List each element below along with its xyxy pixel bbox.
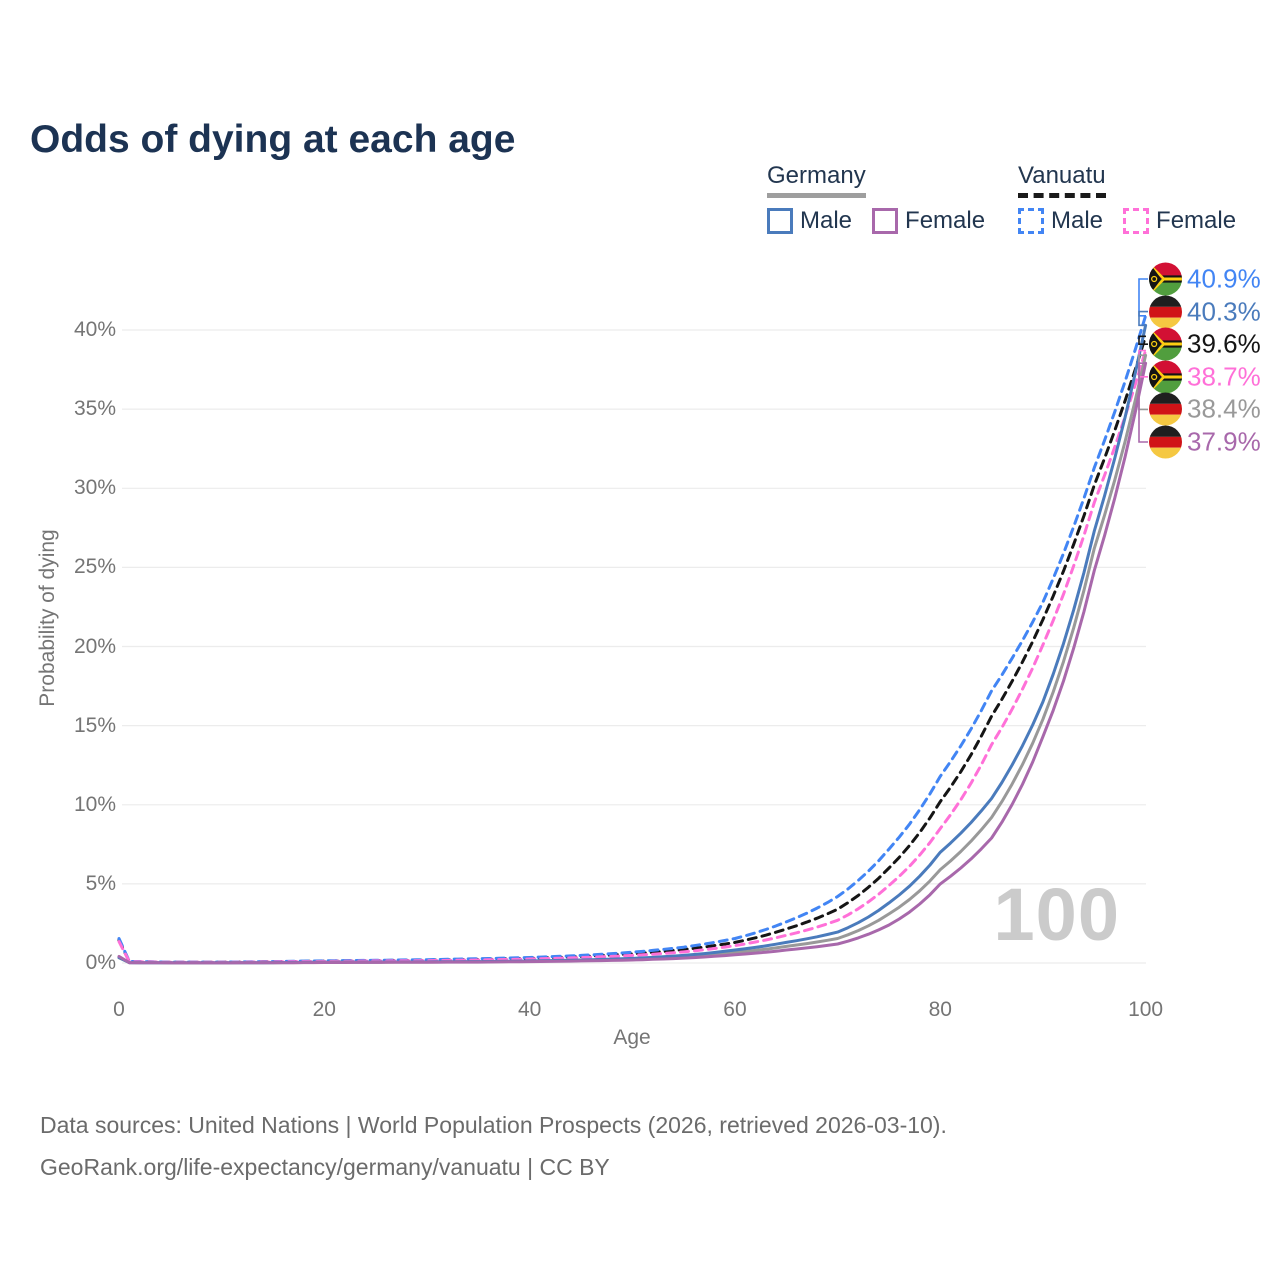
end-label-germany-all: 38.4% xyxy=(1149,392,1261,426)
y-tick-label: 25% xyxy=(73,555,116,579)
legend-title-vanuatu[interactable]: Vanuatu xyxy=(1018,162,1106,198)
data-sources-text: Data sources: United Nations | World Pop… xyxy=(40,1112,947,1138)
y-tick-label: 5% xyxy=(85,871,116,895)
vanuatu-flag-icon xyxy=(1149,327,1182,361)
end-label-value: 39.6% xyxy=(1187,328,1261,359)
legend-item-germany-male[interactable]: Male xyxy=(767,207,852,235)
germany-flag-icon xyxy=(1149,392,1182,426)
y-tick-label: 15% xyxy=(73,713,116,737)
end-label-vanuatu-female: 38.7% xyxy=(1149,360,1261,394)
end-label-value: 38.7% xyxy=(1187,361,1261,392)
legend-item-vanuatu-female[interactable]: Female xyxy=(1123,207,1236,235)
x-tick-label: 40 xyxy=(517,998,542,1021)
y-tick-label: 10% xyxy=(73,792,116,816)
y-tick-label: 40% xyxy=(73,318,116,341)
legend-group-germany: Germany Male Female xyxy=(767,162,985,235)
footer: Data sources: United Nations | World Pop… xyxy=(40,1104,947,1188)
y-tick-label: 0% xyxy=(85,951,116,974)
legend-items-vanuatu: Male Female xyxy=(1018,207,1236,235)
end-label-vanuatu-all: 39.6% xyxy=(1149,327,1261,361)
page-title: Odds of dying at each age xyxy=(30,118,516,162)
germany-male-swatch-icon xyxy=(767,208,793,234)
vanuatu-male-swatch-icon xyxy=(1018,208,1044,234)
y-tick-label: 30% xyxy=(73,476,116,500)
legend-item-label: Female xyxy=(905,207,986,234)
end-label-leader xyxy=(1138,335,1148,345)
attribution-text: GeoRank.org/life-expectancy/germany/vanu… xyxy=(40,1154,610,1180)
vanuatu-flag-icon xyxy=(1149,360,1182,394)
x-tick-label: 0 xyxy=(113,998,125,1021)
legend-item-label: Male xyxy=(800,207,853,234)
end-label-germany-female: 37.9% xyxy=(1149,425,1261,459)
vanuatu-flag-icon xyxy=(1149,262,1182,296)
y-tick-label: 20% xyxy=(73,634,116,658)
x-tick-label: 80 xyxy=(928,998,952,1021)
series-line-vanuatu-male xyxy=(117,314,1148,964)
series-line-germany-male xyxy=(117,323,1148,965)
end-label-value: 38.4% xyxy=(1187,393,1261,424)
legend-item-germany-female[interactable]: Female xyxy=(872,207,985,235)
legend-group-vanuatu: Vanuatu Male Female xyxy=(1018,162,1236,235)
series-line-vanuatu-female xyxy=(117,349,1148,964)
legend-title-germany[interactable]: Germany xyxy=(767,162,866,198)
end-label-value: 40.3% xyxy=(1187,296,1261,327)
end-label-leader xyxy=(1138,310,1148,327)
y-tick-label: 35% xyxy=(73,397,116,421)
vanuatu-female-swatch-icon xyxy=(1123,208,1150,234)
legend-item-label: Female xyxy=(1156,207,1237,234)
series-line-germany-female xyxy=(117,361,1148,965)
end-label-value: 37.9% xyxy=(1187,426,1261,457)
end-label-leader xyxy=(1138,278,1148,317)
x-tick-label: 60 xyxy=(723,998,747,1021)
end-label-leader xyxy=(1138,362,1148,443)
series-line-vanuatu-all xyxy=(117,334,1148,964)
end-label-value: 40.9% xyxy=(1187,263,1261,294)
x-tick-label: 20 xyxy=(312,998,336,1021)
x-tick-label: 100 xyxy=(1128,998,1164,1021)
end-label-germany-male: 40.3% xyxy=(1149,295,1261,329)
end-label-vanuatu-male: 40.9% xyxy=(1149,262,1261,296)
germany-flag-icon xyxy=(1149,295,1182,329)
legend-item-label: Male xyxy=(1051,207,1104,234)
y-axis-title: Probability of dying xyxy=(36,529,59,707)
germany-flag-icon xyxy=(1149,425,1182,459)
germany-female-swatch-icon xyxy=(872,208,899,234)
legend-item-vanuatu-male[interactable]: Male xyxy=(1018,207,1103,235)
x-axis-title: Age xyxy=(613,1026,651,1049)
age-watermark: 100 xyxy=(993,873,1120,956)
legend-items-germany: Male Female xyxy=(767,207,985,235)
